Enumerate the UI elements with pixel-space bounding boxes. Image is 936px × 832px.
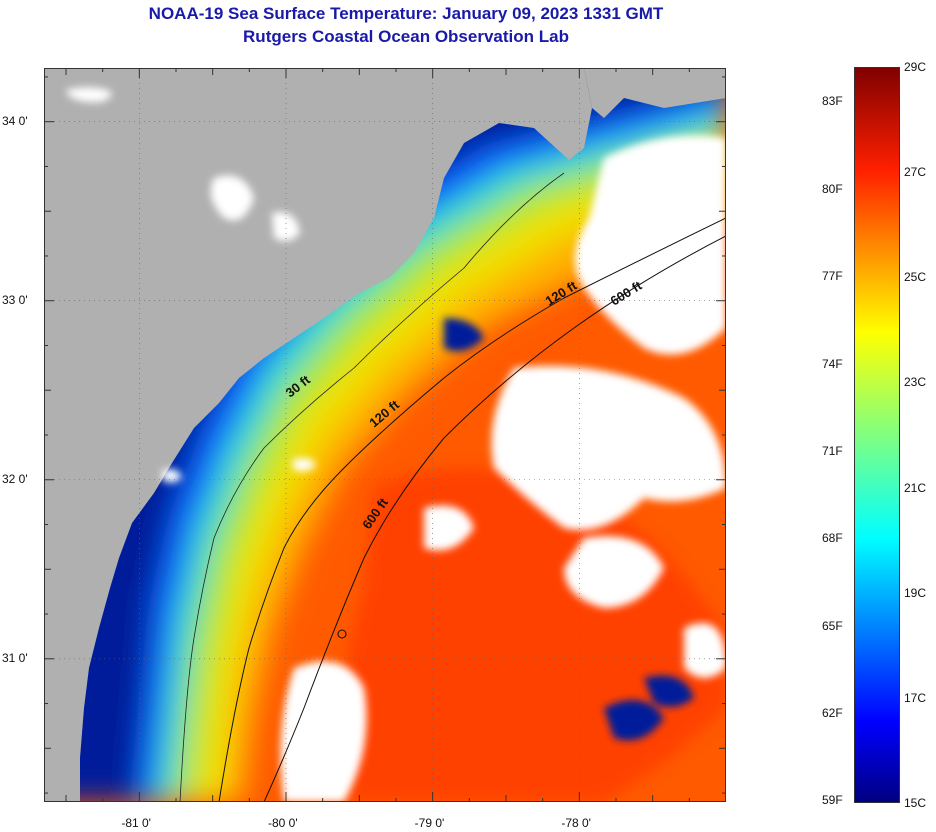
colorbar-fahrenheit-label: 68F bbox=[822, 531, 843, 545]
colorbar-celsius-label: 17C bbox=[904, 690, 927, 705]
colorbar-fahrenheit-label: 83F bbox=[822, 94, 843, 108]
lon-tick-label: -81 0' bbox=[121, 816, 151, 830]
colorbar-fahrenheit-label: 77F bbox=[822, 269, 843, 283]
isobath-30ft bbox=[179, 172, 565, 802]
lat-tick-label: 31 0' bbox=[2, 650, 28, 665]
land-mask bbox=[44, 68, 592, 802]
colorbar-fahrenheit-label: 74F bbox=[822, 357, 843, 371]
colorbar-celsius-label: 15C bbox=[904, 796, 927, 810]
isobath-600ft bbox=[263, 235, 726, 802]
sst-map: 30 ft 120 ft 120 ft 600 ft 600 ft bbox=[44, 68, 726, 802]
lat-tick-label: 33 0' bbox=[2, 292, 28, 307]
lon-tick-label: -80 0' bbox=[268, 816, 298, 830]
lon-tick-label: -79 0' bbox=[414, 816, 445, 830]
colorbar-fahrenheit-label: 59F bbox=[822, 793, 843, 807]
colorbar-fahrenheit-label: 71F bbox=[822, 444, 843, 458]
colorbar-celsius-label: 27C bbox=[904, 165, 927, 180]
map-title: NOAA-19 Sea Surface Temperature: January… bbox=[148, 4, 664, 23]
colorbar-celsius-label: 25C bbox=[904, 270, 927, 285]
map-subtitle: Rutgers Coastal Ocean Observation Lab bbox=[243, 27, 569, 46]
colorbar-fahrenheit-label: 65F bbox=[822, 619, 843, 633]
cloud-cover bbox=[66, 87, 726, 802]
colorbar-celsius-label: 19C bbox=[904, 585, 927, 600]
colorbar-celsius-label: 29C bbox=[904, 60, 927, 74]
colorbar-fahrenheit-label: 62F bbox=[822, 706, 843, 720]
lon-tick-label: -78 0' bbox=[561, 816, 591, 830]
lat-tick-label: 34 0' bbox=[2, 113, 28, 128]
lat-tick-label: 32 0' bbox=[2, 471, 28, 486]
colorbar-celsius-label: 23C bbox=[904, 375, 927, 390]
isobath-120ft bbox=[218, 217, 726, 802]
colorbar-fahrenheit-label: 80F bbox=[822, 182, 843, 196]
colorbar-celsius-label: 21C bbox=[904, 480, 927, 495]
marker-circle bbox=[337, 629, 347, 639]
temperature-colorbar bbox=[854, 67, 900, 803]
